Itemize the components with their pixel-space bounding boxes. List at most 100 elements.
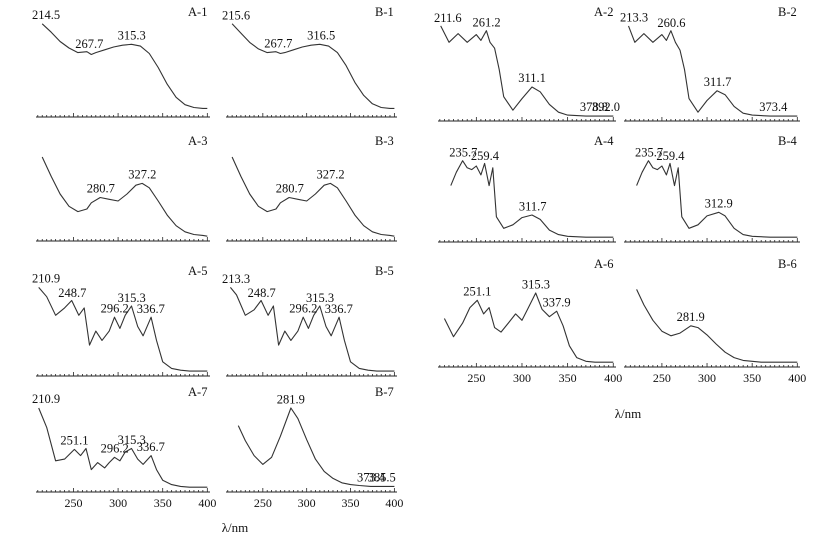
panel-b-2: B-2 213.3 260.6 311.7 373.4: [620, 5, 800, 122]
x-tick-label: 300: [513, 371, 531, 385]
peak-label: 337.9: [543, 295, 571, 309]
peak-label: 327.2: [128, 168, 156, 182]
x-tick-label: 400: [604, 371, 622, 385]
spectrum-line-a-3: [41, 156, 208, 237]
peak-label: 327.2: [316, 168, 344, 182]
peak-label: 336.7: [137, 440, 165, 454]
panel-label: A-5: [188, 264, 207, 278]
peak-label: 315.3: [306, 291, 334, 305]
panel-label: B-2: [778, 5, 797, 19]
panel-label: B-5: [375, 264, 394, 278]
panel-b-6: 250 300 350 400 B-6 281.9: [624, 257, 806, 385]
peak-label: 315.3: [522, 278, 550, 292]
spectrum-line-b-4: [636, 160, 798, 238]
panel-b-1: B-1 215.6 267.7 316.5: [222, 5, 397, 118]
peak-label: 280.7: [87, 182, 115, 196]
x-tick-label: 250: [467, 371, 485, 385]
peak-label: 373.4: [759, 100, 788, 114]
peak-label: 259.4: [656, 149, 685, 163]
peak-label: 267.7: [75, 37, 103, 51]
peak-label: 281.9: [677, 310, 705, 324]
spectra-panels: A-1 214.5 267.7 315.3 B-1 215.6 267.7 316.5 A-2 2…: [32, 5, 806, 510]
spectrum-line-a-6: [443, 292, 614, 363]
spectrum-line-b-7: [237, 407, 395, 487]
panel-label: A-3: [188, 134, 207, 148]
peak-label: 210.9: [32, 392, 60, 406]
peak-label: 213.3: [620, 11, 648, 25]
x-tick-label: 400: [385, 496, 403, 510]
x-tick-label: 300: [109, 496, 127, 510]
panel-label: A-1: [188, 5, 207, 19]
peak-label: 214.5: [32, 8, 60, 22]
spectrum-line-a-1: [41, 23, 208, 109]
panel-a-1: A-1 214.5 267.7 315.3: [32, 5, 210, 118]
peak-label: 211.6: [434, 11, 462, 25]
spectrum-line-a-7: [38, 407, 208, 488]
spectrum-line-a-4: [450, 160, 614, 238]
peak-label: 213.3: [222, 272, 250, 286]
panel-b-3: B-3 280.7 327.2: [226, 134, 397, 242]
x-tick-label: 400: [198, 496, 216, 510]
spectrum-line-b-6: [636, 289, 798, 363]
x-tick-label: 250: [254, 496, 272, 510]
spectrum-line-a-5: [38, 287, 208, 372]
peak-label: 296.2: [101, 302, 129, 316]
spectrum-line-b-3: [231, 156, 395, 237]
panel-label: B-1: [375, 5, 394, 19]
peak-label: 315.3: [118, 433, 146, 447]
panel-label: B-7: [375, 385, 394, 399]
panel-label: A-7: [188, 385, 207, 399]
peak-label: 315.3: [118, 28, 146, 42]
peak-label: 235.7: [635, 146, 663, 160]
peak-label: 336.7: [137, 302, 165, 316]
peak-label: 251.1: [463, 284, 491, 298]
panel-a-3: A-3 280.7 327.2: [36, 134, 210, 242]
spectrum-line-b-2: [627, 25, 798, 117]
peak-label: 259.4: [471, 149, 500, 163]
peak-label: 280.7: [276, 182, 304, 196]
peak-label: 261.2: [472, 15, 500, 29]
peak-label: 312.9: [705, 196, 733, 210]
x-tick-label: 250: [64, 496, 82, 510]
panel-label: A-2: [594, 5, 613, 19]
peak-label: 311.7: [519, 199, 547, 213]
peak-label: 267.7: [264, 37, 292, 51]
peak-label: 296.2: [101, 441, 129, 455]
peak-label: 296.2: [289, 302, 317, 316]
peak-label: 311.7: [704, 75, 732, 89]
x-tick-label: 400: [788, 371, 806, 385]
x-tick-label: 300: [698, 371, 716, 385]
peak-label: 315.3: [118, 291, 146, 305]
peak-label: 385.5: [368, 470, 396, 484]
peak-label: 281.9: [277, 392, 305, 406]
panel-label: B-6: [778, 257, 797, 271]
panel-label: B-4: [778, 134, 798, 148]
peak-label: 248.7: [248, 286, 276, 300]
x-tick-label: 350: [743, 371, 761, 385]
spectrum-line-b-1: [231, 23, 395, 109]
x-tick-label: 250: [653, 371, 671, 385]
spectrum-line-b-5: [229, 287, 395, 372]
peak-label: 251.1: [60, 433, 88, 447]
x-axis-label-left: λ/nm: [222, 520, 249, 535]
peak-label: 378.8: [580, 100, 608, 114]
peak-label: 210.9: [32, 271, 60, 285]
x-axis-label-right: λ/nm: [615, 406, 642, 421]
peak-label: 336.7: [325, 302, 353, 316]
panel-a-6: 250 300 350 400 A-6 251.1 315.3 337.9: [438, 257, 622, 385]
peak-label: 392.0: [592, 100, 620, 114]
peak-label: 260.6: [657, 16, 685, 30]
panel-label: B-3: [375, 134, 394, 148]
spectrum-line-a-2: [440, 25, 614, 117]
peak-label: 311.1: [518, 71, 546, 85]
peak-label: 248.7: [58, 286, 86, 300]
x-tick-label: 350: [154, 496, 172, 510]
